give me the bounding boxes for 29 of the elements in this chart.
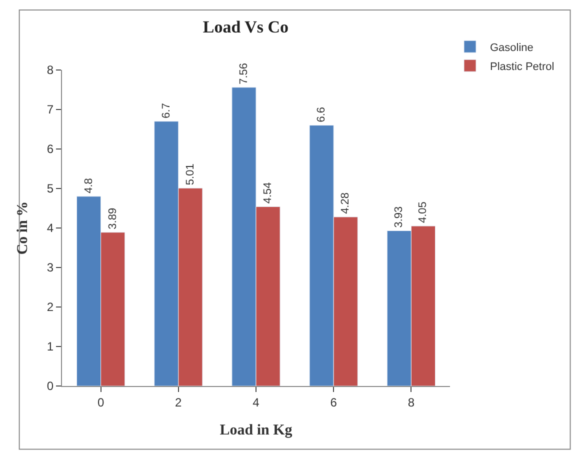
x-tick-label: 4 xyxy=(252,395,260,410)
data-label: 3.89 xyxy=(106,208,119,230)
data-label: 4.54 xyxy=(262,182,274,204)
x-axis-title: Load in Kg xyxy=(220,422,293,438)
y-tick-label: 3 xyxy=(46,260,54,275)
x-tick-label: 0 xyxy=(97,395,104,410)
data-label: 6.7 xyxy=(160,103,172,118)
legend-label: Gasoline xyxy=(490,42,534,54)
x-tick-label: 6 xyxy=(330,395,338,410)
data-label: 5.01 xyxy=(184,164,196,186)
y-axis-title: Co in % xyxy=(15,201,32,255)
data-label: 4.8 xyxy=(82,178,95,194)
data-label: 4.28 xyxy=(340,192,352,214)
y-tick-label: 2 xyxy=(46,300,54,314)
x-tick-label: 2 xyxy=(175,395,182,410)
chart-title: Load Vs Co xyxy=(202,17,289,36)
legend-label: Plastic Petrol xyxy=(490,60,554,73)
y-tick-label: 8 xyxy=(46,63,54,78)
y-tick-label: 1 xyxy=(46,340,54,354)
data-label: 7.56 xyxy=(238,62,250,84)
y-tick-label: 5 xyxy=(46,182,54,196)
data-label: 3.93 xyxy=(393,206,406,228)
y-tick-label: 0 xyxy=(46,379,54,394)
y-tick-label: 7 xyxy=(46,102,54,117)
y-tick-label: 4 xyxy=(46,221,54,236)
x-tick-label: 8 xyxy=(408,395,415,410)
data-label: 4.05 xyxy=(417,202,430,224)
y-tick-label: 6 xyxy=(46,142,54,156)
data-label: 6.6 xyxy=(316,107,328,122)
